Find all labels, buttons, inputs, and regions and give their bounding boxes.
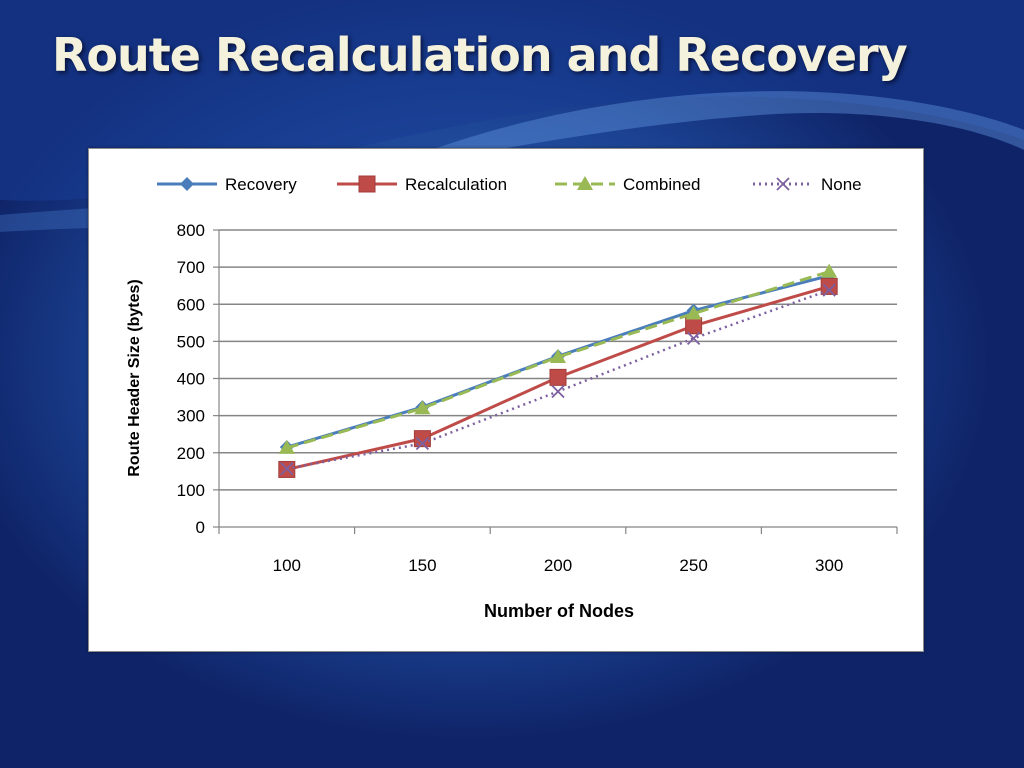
line-chart: Recovery Recalculation Combined None 0 100 20… (126, 175, 898, 621)
slide-title: Route Recalculation and Recovery (52, 28, 908, 82)
y-tick-label: 400 (177, 370, 205, 389)
legend-label: Recalculation (405, 175, 507, 194)
x-tick-label: 200 (544, 556, 572, 575)
legend-marker (577, 176, 593, 190)
legend-item-none: None (753, 175, 862, 194)
y-axis-label: Route Header Size (bytes) (126, 279, 143, 476)
chart-series (278, 263, 838, 478)
y-tick-label: 800 (177, 221, 205, 240)
x-tick-label: 100 (273, 556, 301, 575)
series-combined (278, 263, 838, 454)
data-point (686, 331, 701, 346)
x-tick-label: 150 (408, 556, 436, 575)
legend-item-combined: Combined (555, 175, 701, 194)
series-none (280, 283, 836, 476)
y-tick-label: 600 (177, 295, 205, 314)
y-axis: 0 100 200 300 400 500 600 700 800 (177, 221, 220, 537)
y-tick-label: 100 (177, 481, 205, 500)
legend-label: None (821, 175, 862, 194)
data-point (550, 348, 566, 363)
data-point (549, 368, 567, 386)
y-tick-label: 300 (177, 407, 205, 426)
data-point (821, 263, 838, 278)
legend-marker (776, 177, 790, 191)
y-tick-label: 700 (177, 258, 205, 277)
x-axis-label: Number of Nodes (484, 601, 634, 621)
chart-container: Recovery Recalculation Combined None 0 100 20… (88, 148, 924, 652)
series-line (286, 270, 830, 450)
legend-label: Combined (623, 175, 701, 194)
data-point (822, 283, 836, 297)
data-point (685, 317, 703, 335)
y-tick-label: 0 (196, 518, 205, 537)
legend-label: Recovery (225, 175, 297, 194)
y-tick-label: 500 (177, 332, 205, 351)
legend-item-recalculation: Recalculation (337, 175, 507, 194)
data-point (685, 305, 702, 320)
y-tick-label: 200 (177, 444, 205, 463)
data-point (551, 384, 565, 399)
x-axis: 100 150 200 250 300 (218, 526, 898, 575)
data-point (280, 462, 294, 476)
data-point (415, 436, 430, 451)
legend-marker (358, 175, 376, 193)
legend-marker (180, 177, 194, 191)
x-tick-label: 250 (679, 556, 707, 575)
data-point (820, 277, 838, 295)
x-tick-label: 300 (815, 556, 843, 575)
legend-item-recovery: Recovery (157, 175, 297, 194)
data-point (278, 439, 295, 454)
data-point (413, 430, 431, 448)
data-point (414, 400, 431, 415)
chart-legend: Recovery Recalculation Combined None (157, 175, 862, 194)
